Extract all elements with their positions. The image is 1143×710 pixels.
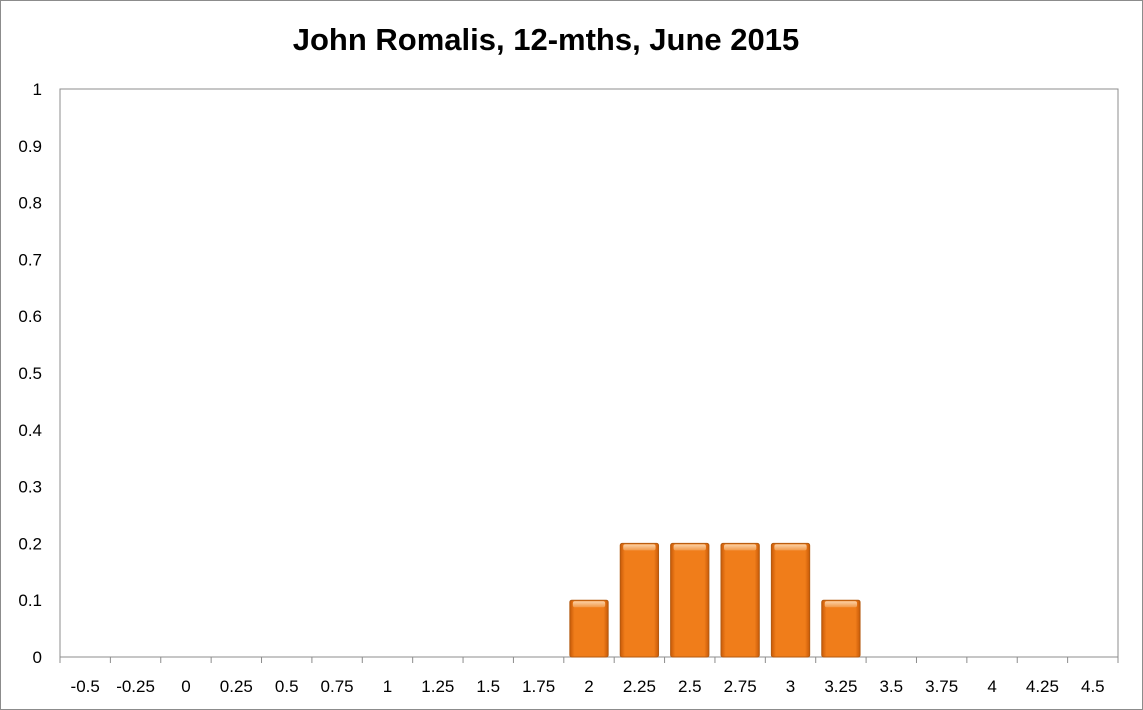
- y-tick-label: 0: [33, 648, 42, 667]
- y-tick-label: 0.9: [18, 137, 42, 156]
- y-tick-label: 0.6: [18, 307, 42, 326]
- x-tick-label: 1: [383, 677, 392, 696]
- x-tick-label: 1.75: [522, 677, 555, 696]
- x-tick-label: 2: [584, 677, 593, 696]
- x-tick-label: 2.5: [678, 677, 702, 696]
- y-tick-label: 0.8: [18, 194, 42, 213]
- y-tick-label: 0.5: [18, 364, 42, 383]
- y-tick-label: 1: [33, 80, 42, 99]
- chart-title: John Romalis, 12-mths, June 2015: [292, 22, 800, 57]
- x-tick-label: 0.75: [321, 677, 354, 696]
- bar: [619, 542, 660, 658]
- x-tick-label: 0.5: [275, 677, 299, 696]
- x-tick-label: 1.5: [476, 677, 500, 696]
- x-tick-label: 4.25: [1026, 677, 1059, 696]
- x-tick-label: 3.5: [879, 677, 903, 696]
- bar: [569, 599, 609, 658]
- x-tick-label: 2.25: [623, 677, 656, 696]
- bar: [821, 599, 861, 658]
- y-tick-label: 0.2: [18, 534, 42, 553]
- x-tick-label: 0: [181, 677, 190, 696]
- x-tick-label: 4.5: [1081, 677, 1105, 696]
- x-tick-label: -0.5: [71, 677, 100, 696]
- y-tick-label: 0.3: [18, 478, 42, 497]
- x-tick-label: -0.25: [116, 677, 155, 696]
- x-tick-label: 3.75: [925, 677, 958, 696]
- bar: [670, 542, 710, 658]
- y-tick-label: 0.4: [18, 421, 42, 440]
- bar: [770, 542, 811, 658]
- x-tick-label: 2.75: [724, 677, 757, 696]
- x-tick-label: 1.25: [421, 677, 454, 696]
- x-tick-label: 4: [987, 677, 996, 696]
- x-tick-label: 0.25: [220, 677, 253, 696]
- bar: [720, 542, 760, 658]
- plot-area: [59, 88, 1119, 658]
- y-tick-label: 0.7: [18, 250, 42, 269]
- x-tick-label: 3: [786, 677, 795, 696]
- y-tick-label: 0.1: [18, 591, 42, 610]
- x-tick-label: 3.25: [824, 677, 857, 696]
